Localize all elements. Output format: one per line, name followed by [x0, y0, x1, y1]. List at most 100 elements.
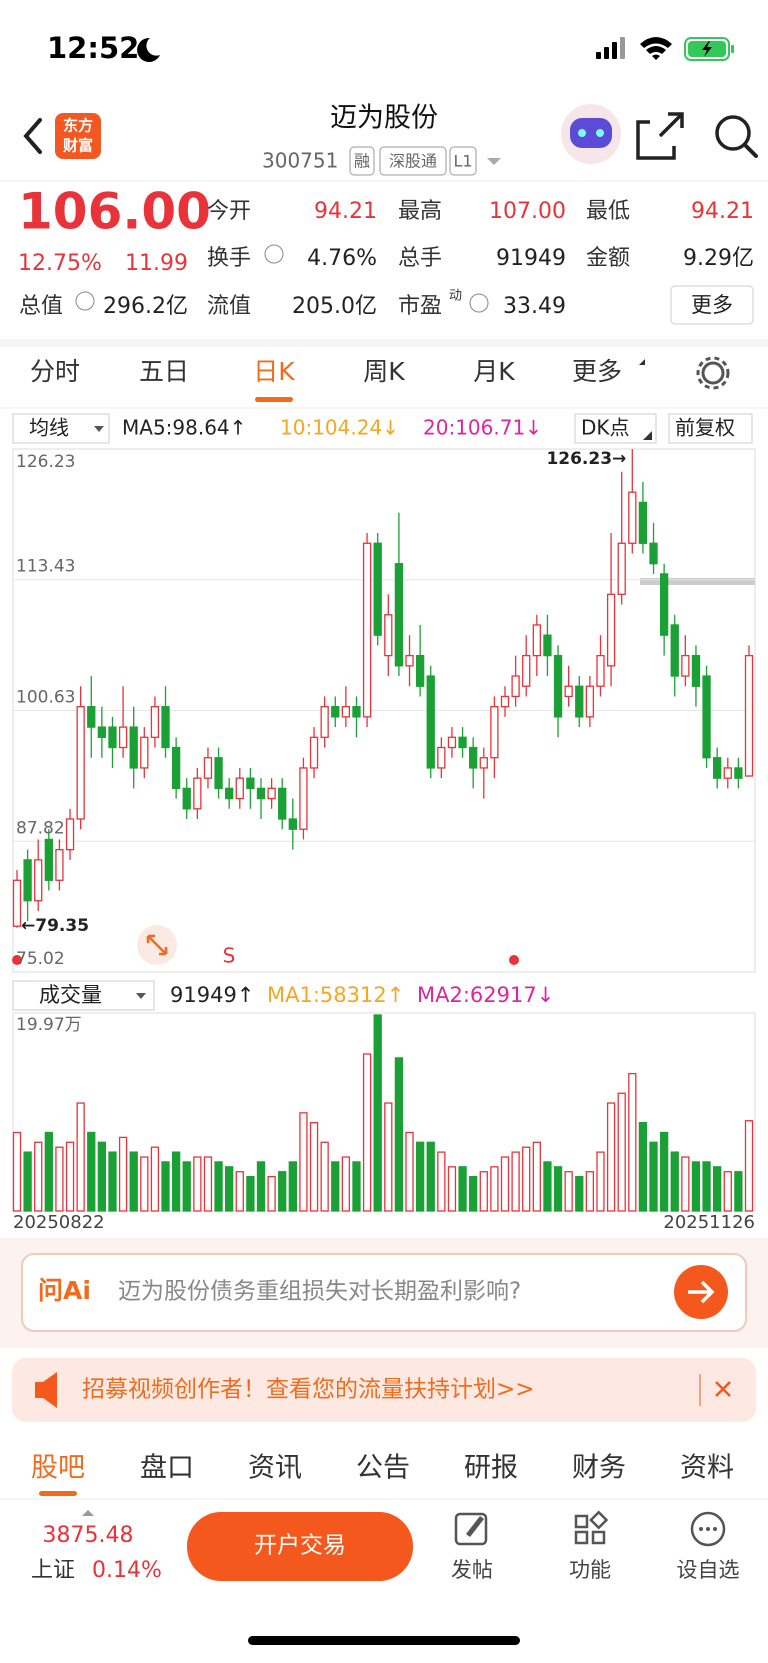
volume-bar — [479, 1171, 488, 1212]
volume-bar — [118, 1136, 128, 1212]
dk-button[interactable] — [574, 413, 657, 444]
volume-bar — [447, 1166, 457, 1212]
candle-body — [734, 767, 743, 779]
candle-body — [373, 542, 382, 636]
candle-body — [256, 787, 266, 800]
candle-body — [638, 501, 648, 544]
volume-bar — [394, 1057, 404, 1212]
volume-select-label: 成交量 — [39, 983, 102, 1007]
volume-bar — [638, 1122, 648, 1212]
candle-body — [171, 746, 181, 790]
candle-body — [543, 634, 552, 657]
candle-body — [320, 706, 329, 738]
volume-bar — [628, 1072, 637, 1212]
volume-bar — [278, 1171, 287, 1212]
share-button[interactable] — [636, 112, 684, 160]
volume-bar — [553, 1166, 563, 1212]
candle-body — [97, 726, 107, 738]
volume-bar — [246, 1175, 255, 1212]
back-button[interactable] — [23, 118, 42, 154]
candle-body — [193, 777, 202, 810]
candle-body — [713, 757, 722, 779]
candle-body — [23, 859, 32, 902]
y-tick-label: 113.43 — [16, 557, 75, 577]
volume-bar — [744, 1120, 754, 1212]
search-button[interactable] — [715, 115, 751, 151]
post-icon[interactable] — [454, 1512, 488, 1546]
candle-body — [150, 706, 160, 738]
up-arrow — [82, 1510, 94, 1516]
candle-body — [129, 726, 138, 769]
candle-body — [12, 879, 22, 927]
candle-body — [681, 654, 690, 677]
avatar-eye — [596, 129, 604, 137]
candle-body — [606, 593, 616, 667]
volume-bar — [320, 1141, 329, 1212]
ma20-label: 20:106.71↓ — [423, 416, 542, 440]
more-button[interactable] — [670, 285, 754, 325]
chart-tab: 月K — [473, 357, 515, 386]
volume-bar — [87, 1131, 96, 1212]
volume-bar — [575, 1175, 584, 1212]
candle-body — [214, 757, 223, 790]
candle-body — [511, 675, 520, 698]
tab-underline — [255, 397, 293, 402]
volume-bar — [288, 1161, 297, 1212]
avatar-eye — [578, 129, 586, 137]
dropdown-arrow[interactable] — [487, 158, 501, 165]
more-label: 更多 — [691, 293, 733, 317]
field-label: 今开 — [207, 199, 251, 224]
tag-box — [379, 146, 447, 176]
candle-body — [670, 624, 679, 677]
field-value: 33.49 — [503, 294, 566, 319]
close-button[interactable] — [715, 1381, 731, 1397]
action-label: 发帖 — [451, 1558, 493, 1582]
volume-bar — [235, 1171, 244, 1212]
field-label: 换手 — [207, 246, 251, 271]
function-icon[interactable] — [574, 1510, 609, 1545]
last-price: 106.00 — [18, 183, 211, 241]
volume-frame — [12, 1012, 756, 1212]
candle-body — [55, 849, 64, 881]
volume-bar — [331, 1161, 340, 1212]
high-annotation: 126.23→ — [546, 449, 626, 469]
volume-select[interactable] — [12, 980, 155, 1011]
separator — [0, 339, 768, 347]
battery-icon — [684, 37, 730, 61]
y-tick-label: 87.82 — [16, 818, 65, 838]
adjust-button[interactable] — [668, 413, 753, 444]
ai-box[interactable] — [21, 1253, 747, 1332]
battery-tip — [731, 45, 734, 53]
candle-body — [288, 818, 297, 830]
info-icon — [264, 244, 284, 264]
volume-bar — [267, 1175, 276, 1212]
volume-bar — [341, 1156, 351, 1212]
content-tab: 公告 — [356, 1453, 410, 1484]
watchlist-icon[interactable] — [690, 1511, 726, 1547]
volume-bar — [500, 1156, 510, 1212]
banner[interactable] — [12, 1358, 756, 1422]
field-value: 94.21 — [314, 199, 377, 224]
candle-body — [617, 542, 626, 595]
y-tick-label: 75.02 — [16, 949, 65, 969]
volume-bar — [458, 1166, 467, 1212]
info-icon — [75, 291, 95, 311]
moon-icon — [137, 37, 160, 62]
volume-bar — [734, 1171, 743, 1212]
candle-body — [659, 573, 669, 636]
field-label: 总手 — [398, 246, 442, 271]
volume-bar — [522, 1146, 531, 1212]
candle-body — [331, 706, 340, 718]
ma-select[interactable] — [12, 413, 110, 444]
trade-button[interactable] — [187, 1512, 413, 1581]
megaphone-icon — [35, 1372, 57, 1408]
settings-button[interactable] — [701, 361, 725, 385]
ma10-label: 10:104.24↓ — [280, 416, 399, 440]
expand-icon — [146, 934, 168, 956]
signal-dot — [12, 955, 22, 965]
volume-bar — [256, 1161, 266, 1212]
volume-bar — [140, 1156, 149, 1212]
signal-icon — [596, 37, 625, 59]
pen-icon — [466, 1516, 484, 1537]
candle-body — [161, 706, 170, 749]
